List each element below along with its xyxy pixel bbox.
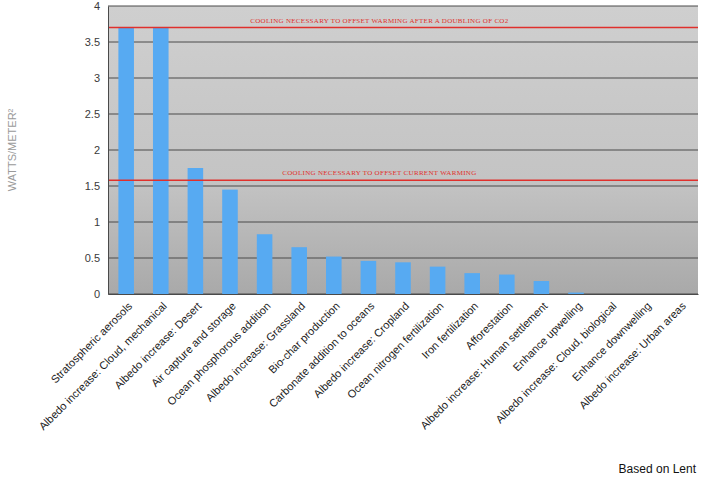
bar <box>118 28 134 294</box>
y-tick-label: 3 <box>94 72 100 84</box>
bar <box>672 294 688 295</box>
y-axis-line <box>108 7 109 295</box>
bar <box>464 273 480 294</box>
y-tick-label: 0 <box>94 288 100 300</box>
grid-line <box>108 78 698 79</box>
x-tick: Albedo increase: Urban areas <box>577 294 689 411</box>
x-tick-label: Albedo increase: Cloud, mechanical <box>36 300 169 433</box>
bar <box>257 234 273 294</box>
y-tick: 2.5 <box>85 108 108 120</box>
annotations: COOLING NECESSARY TO OFFSET WARMING AFTE… <box>250 17 508 178</box>
bar <box>568 293 584 294</box>
y-tick-label: 4 <box>94 0 100 12</box>
bar <box>326 257 342 294</box>
bar <box>222 190 238 294</box>
annotation-text: COOLING NECESSARY TO OFFSET CURRENT WARM… <box>282 169 476 177</box>
x-tick-label: Albedo increase: Urban areas <box>577 299 689 411</box>
y-tick: 2 <box>94 144 108 156</box>
x-tick-label: Albedo increase: Cloud, biological <box>493 300 619 426</box>
bar <box>361 261 377 294</box>
grid-line <box>108 114 698 115</box>
grid-line <box>108 6 698 7</box>
x-tick: Albedo increase: Cloud, mechanical <box>36 294 169 432</box>
y-tick: 3 <box>94 72 108 84</box>
bar <box>637 294 653 295</box>
x-tick-label: Albedo increase: Human settlement <box>418 300 550 432</box>
bar <box>291 247 307 294</box>
y-tick: 4 <box>94 0 108 12</box>
bar <box>430 267 446 294</box>
reference-line <box>108 27 698 29</box>
y-tick: 0 <box>94 288 108 300</box>
y-tick-label: 1.5 <box>85 180 100 192</box>
grid-line <box>108 150 698 151</box>
y-tick: 0.5 <box>85 252 108 264</box>
grid-line <box>108 42 698 43</box>
bar <box>603 294 619 295</box>
bar <box>395 262 411 294</box>
y-tick: 3.5 <box>85 36 108 48</box>
y-tick-label: 2.5 <box>85 108 100 120</box>
annotation-text: COOLING NECESSARY TO OFFSET WARMING AFTE… <box>250 17 508 25</box>
plot-background <box>108 6 698 294</box>
y-tick: 1 <box>94 216 108 228</box>
y-tick-label: 2 <box>94 144 100 156</box>
y-axis: 0 0.5 1 1.5 2 2.5 3 3.5 4 <box>85 0 109 300</box>
bar <box>499 275 515 294</box>
bar <box>188 168 204 294</box>
y-tick-label: 1 <box>94 216 100 228</box>
x-axis-line <box>109 294 699 295</box>
caption: Based on Lent <box>619 462 697 476</box>
grid <box>108 6 698 294</box>
plot: COOLING NECESSARY TO OFFSET WARMING AFTE… <box>36 0 698 432</box>
y-tick-label: 3.5 <box>85 36 100 48</box>
bar <box>153 28 169 294</box>
bar <box>534 281 550 294</box>
x-axis: Stratospheric aerosolsAlbedo increase: C… <box>36 294 698 432</box>
y-axis-title: WATTS/METER² <box>6 108 18 191</box>
x-tick: Albedo increase: Human settlement <box>418 294 550 431</box>
y-tick-label: 0.5 <box>85 252 100 264</box>
marks <box>108 28 698 294</box>
chart: COOLING NECESSARY TO OFFSET WARMING AFTE… <box>0 0 702 483</box>
y-tick: 1.5 <box>85 180 108 192</box>
reference-line <box>108 179 698 181</box>
